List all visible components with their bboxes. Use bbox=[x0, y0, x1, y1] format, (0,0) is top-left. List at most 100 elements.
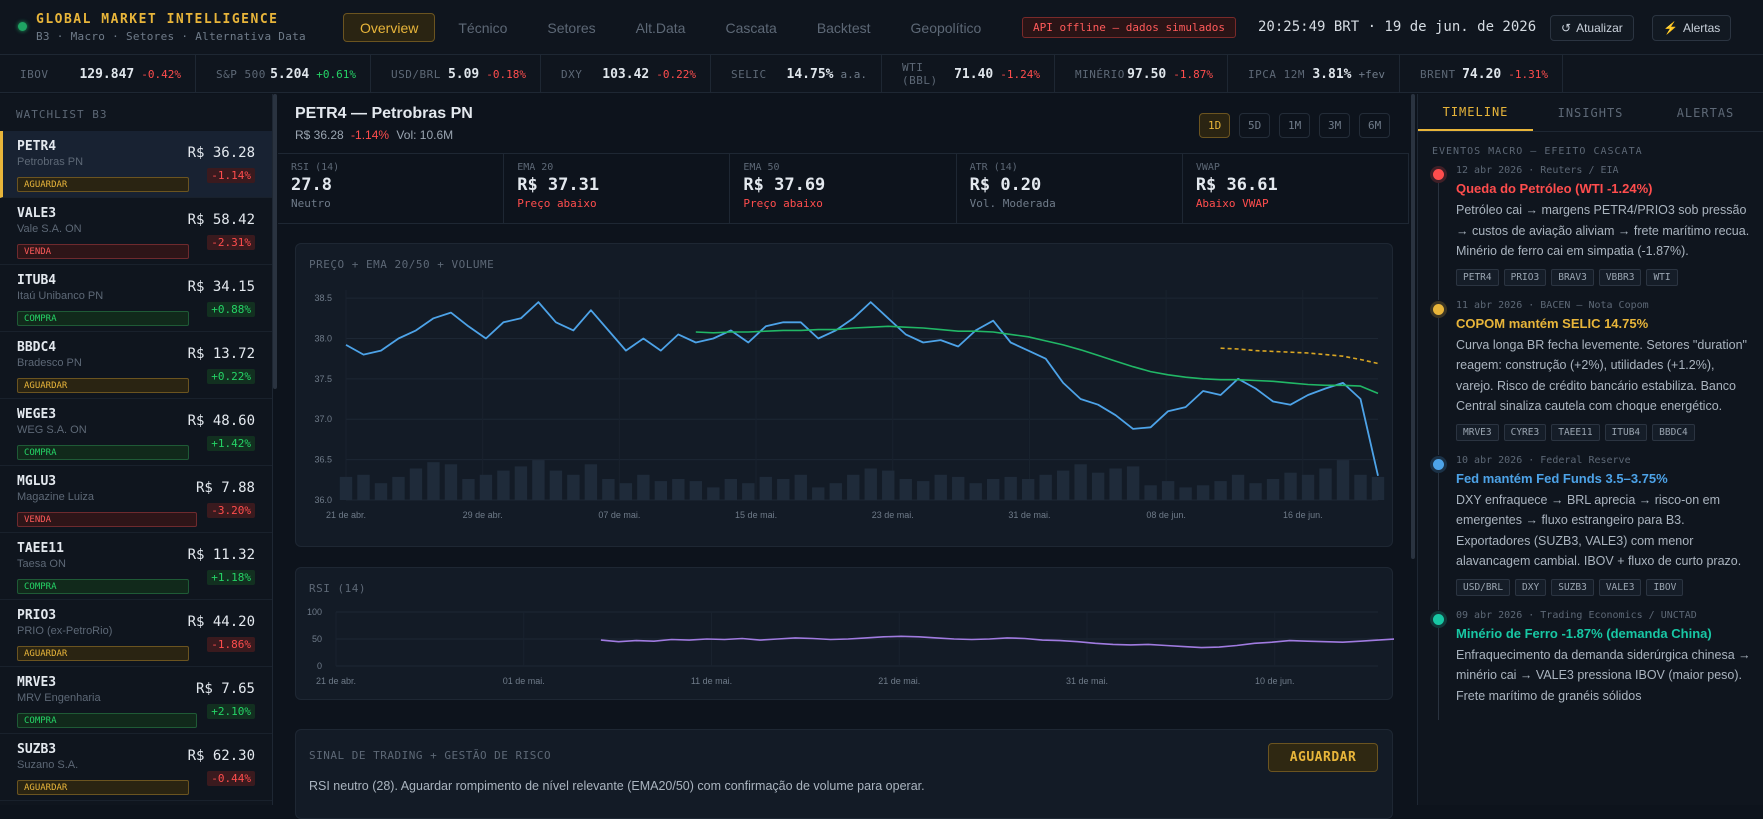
asset-header: PETR4 — Petrobras PN R$ 36.28 -1.14% Vol… bbox=[295, 105, 473, 142]
event-tag[interactable]: BRAV3 bbox=[1551, 268, 1594, 286]
ema20-line bbox=[695, 325, 1379, 395]
ticker-value: 3.81% bbox=[1312, 66, 1352, 82]
tab-backtest[interactable]: Backtest bbox=[816, 19, 871, 36]
volume-bar bbox=[602, 479, 615, 500]
watchlist-item[interactable]: MRVE3 MRV Engenharia COMPRA R$ 7.65 +2.10% bbox=[0, 667, 272, 734]
api-offline-badge: API offline — dados simulados bbox=[1022, 17, 1237, 38]
main-scrollbar[interactable] bbox=[1411, 94, 1415, 559]
event-tag[interactable]: IBOV bbox=[1646, 578, 1684, 596]
watchlist-item[interactable]: VALE3 Vale S.A. ON VENDA R$ 58.42 -2.31% bbox=[0, 198, 272, 265]
watchlist-name: Vale S.A. ON bbox=[17, 223, 82, 235]
volume-bar bbox=[864, 468, 877, 500]
timeline-event[interactable]: 09 abr 2026 · Trading Economics / UNCTAD… bbox=[1418, 610, 1763, 720]
volume-bar bbox=[759, 476, 772, 500]
volume-bar bbox=[777, 479, 790, 500]
asset-title: PETR4 — Petrobras PN bbox=[295, 105, 473, 122]
event-tag[interactable]: SUZB3 bbox=[1551, 578, 1594, 596]
watchlist-item[interactable]: TAEE11 Taesa ON COMPRA R$ 11.32 +1.18% bbox=[0, 533, 272, 600]
timeline-event[interactable]: 12 abr 2026 · Reuters / EIA Queda do Petr… bbox=[1418, 165, 1763, 300]
event-tag[interactable]: TAEE11 bbox=[1551, 423, 1600, 441]
timeline-event[interactable]: 11 abr 2026 · BACEN — Nota Copom COPOM ma… bbox=[1418, 300, 1763, 455]
event-tag[interactable]: USD/BRL bbox=[1456, 578, 1511, 596]
asset-change: -1.14% bbox=[351, 128, 390, 142]
volume-bar bbox=[829, 483, 842, 500]
volume-bar bbox=[1056, 470, 1070, 500]
timeframe-6m[interactable]: 6M bbox=[1359, 113, 1391, 138]
rsi-chart: 100 50 0 21 de abr. 01 de mai. 11 de mai. 21 d… bbox=[307, 607, 1394, 686]
volume-bar bbox=[882, 470, 895, 500]
event-body: Petróleo cai → margens PETR4/PRIO3 sob p… bbox=[1456, 203, 1750, 258]
watchlist-item[interactable]: PETR4 Petrobras PN AGUARDAR R$ 36.28 -1.14% bbox=[0, 131, 272, 198]
watchlist-item[interactable]: PRIO3 PRIO (ex-PetroRio) AGUARDAR R$ 44.20 -… bbox=[0, 600, 272, 667]
indicator-label: ATR (14) bbox=[969, 162, 1018, 173]
watchlist-item[interactable]: BBDC4 Bradesco PN AGUARDAR R$ 13.72 +0.22% bbox=[0, 332, 272, 399]
event-tag[interactable]: DXY bbox=[1515, 578, 1547, 596]
refresh-button[interactable]: ↺ Atualizar bbox=[1550, 15, 1634, 41]
x-tick-label: 01 de mai. bbox=[503, 676, 545, 686]
ticker-value: 71.40 bbox=[954, 66, 994, 82]
event-tag[interactable]: MRVE3 bbox=[1456, 423, 1499, 441]
right-panel: TIMELINE INSIGHTS ALERTAS EVENTOS MACRO … bbox=[1417, 94, 1763, 805]
watchlist-name: WEG S.A. ON bbox=[17, 424, 87, 436]
event-tag[interactable]: VALE3 bbox=[1598, 578, 1642, 596]
indicator-card: RSI (14) 27.8 Neutro bbox=[278, 154, 505, 223]
signal-badge: AGUARDAR bbox=[17, 378, 189, 393]
alerts-button[interactable]: ⚡ Alertas bbox=[1652, 15, 1732, 41]
signal-action-button[interactable]: AGUARDAR bbox=[1268, 743, 1378, 772]
ticker-change: -0.42% bbox=[141, 67, 181, 81]
tab-geopolitico[interactable]: Geopolítico bbox=[910, 19, 982, 36]
signal-badge: AGUARDAR bbox=[17, 177, 189, 192]
event-tag[interactable]: VBBR3 bbox=[1598, 268, 1642, 286]
volume-bar bbox=[1371, 476, 1385, 500]
tab-timeline[interactable]: TIMELINE bbox=[1418, 94, 1533, 131]
lightning-icon: ⚡ bbox=[1663, 21, 1678, 35]
event-tags: PETR4 PRIO3 BRAV3 VBBR3 WTI bbox=[1456, 268, 1753, 286]
watchlist-item[interactable]: SUZB3 Suzano S.A. AGUARDAR R$ 62.30 -0.44% bbox=[0, 734, 272, 801]
volume-bar bbox=[584, 464, 598, 500]
ticker-name: DXY bbox=[561, 67, 583, 81]
rsi-chart-card: RSI (14) 100 50 0 21 de abr. 01 de mai. 11 de… bbox=[295, 567, 1394, 700]
timeframe-1d[interactable]: 1D bbox=[1199, 113, 1231, 138]
watchlist-symbol: VALE3 bbox=[17, 206, 57, 221]
watchlist-symbol: PRIO3 bbox=[17, 608, 57, 623]
watchlist-item[interactable]: MGLU3 Magazine Luiza VENDA R$ 7.88 -3.20% bbox=[0, 466, 272, 533]
event-tag[interactable]: PRIO3 bbox=[1503, 268, 1547, 286]
volume-bar bbox=[1144, 485, 1157, 500]
event-tag[interactable]: CYRE3 bbox=[1503, 423, 1547, 441]
indicator-note: Preço abaixo bbox=[743, 197, 823, 210]
x-tick-label: 31 de mai. bbox=[1008, 510, 1050, 520]
volume-bar bbox=[917, 481, 930, 500]
timeframe-3m[interactable]: 3M bbox=[1319, 113, 1351, 138]
timeline-event[interactable]: 10 abr 2026 · Federal Reserve Fed mantém … bbox=[1418, 455, 1763, 610]
x-tick-label: 08 de jun. bbox=[1146, 510, 1186, 520]
tab-tecnico[interactable]: Técnico bbox=[458, 19, 508, 36]
watchlist-scrollbar[interactable] bbox=[273, 94, 277, 389]
refresh-label: Atualizar bbox=[1576, 21, 1623, 35]
event-tag[interactable]: ITUB4 bbox=[1604, 423, 1648, 441]
tab-cascata[interactable]: Cascata bbox=[725, 19, 777, 36]
event-tag[interactable]: PETR4 bbox=[1456, 268, 1499, 286]
indicator-label: EMA 20 bbox=[517, 162, 554, 173]
ticker-item: IBOV 129.847 -0.42% bbox=[0, 55, 196, 93]
timeframe-1m[interactable]: 1M bbox=[1279, 113, 1311, 138]
watchlist-name: Bradesco PN bbox=[17, 357, 82, 369]
timeline-dot bbox=[1433, 303, 1444, 315]
tab-alt-data[interactable]: Alt.Data bbox=[635, 19, 686, 36]
tab-insights[interactable]: INSIGHTS bbox=[1557, 105, 1624, 120]
x-tick-label: 16 de jun. bbox=[1283, 510, 1323, 520]
watchlist-item[interactable]: WEGE3 WEG S.A. ON COMPRA R$ 48.60 +1.42% bbox=[0, 399, 272, 466]
ticker-value: 74.20 bbox=[1462, 66, 1502, 82]
watchlist-item[interactable]: ITUB4 Itaú Unibanco PN COMPRA R$ 34.15 +0.88… bbox=[0, 265, 272, 332]
watchlist-symbol: WEGE3 bbox=[17, 407, 57, 422]
tab-setores[interactable]: Setores bbox=[547, 19, 596, 36]
volume-bar bbox=[1249, 483, 1262, 500]
timeframe-5d[interactable]: 5D bbox=[1239, 113, 1271, 138]
volume-bar bbox=[444, 464, 458, 500]
main-nav: Overview Técnico Setores Alt.Data Cascat… bbox=[343, 13, 1004, 42]
tab-alertas[interactable]: ALERTAS bbox=[1676, 105, 1735, 120]
event-tag[interactable]: WTI bbox=[1646, 268, 1678, 286]
tab-overview[interactable]: Overview bbox=[343, 13, 436, 42]
ticker-item: DXY 103.42 -0.22% bbox=[541, 55, 711, 93]
volume-bar bbox=[479, 474, 493, 500]
event-tag[interactable]: BBDC4 bbox=[1652, 423, 1695, 441]
